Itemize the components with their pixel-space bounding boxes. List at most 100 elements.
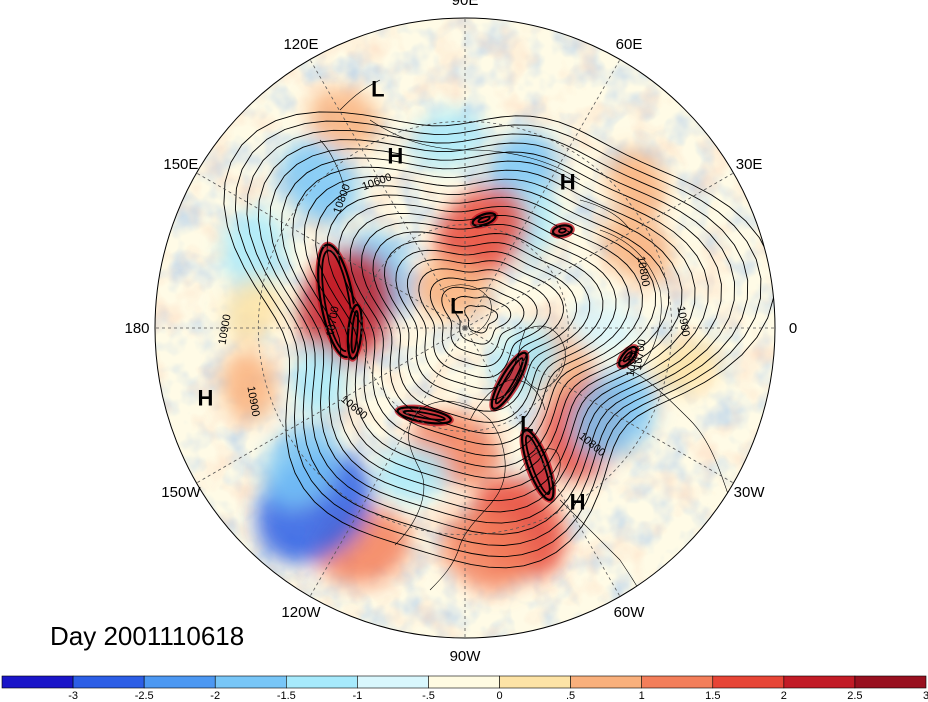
height-contour xyxy=(257,139,735,535)
scandinavia-coast xyxy=(579,199,631,231)
greenland-coast-south xyxy=(519,448,561,496)
anomaly-blob xyxy=(435,187,528,279)
map-boundary xyxy=(154,17,776,639)
height-contour xyxy=(452,296,512,345)
contour-value-label: 10900 xyxy=(624,345,641,377)
high-pressure-label: H xyxy=(387,144,403,169)
contour-value-label: 10900 xyxy=(244,385,261,417)
low-pressure-label: L xyxy=(520,411,533,436)
height-contour xyxy=(338,203,643,457)
africa-coast xyxy=(629,369,731,501)
colorbar-label: 2.5 xyxy=(847,690,862,702)
height-contour xyxy=(326,194,656,468)
meridian-line xyxy=(464,172,734,329)
longitude-labels: 90E 60E 30E 0 30W 60W 90W 120W 150W 180 150E 120E xyxy=(124,0,797,665)
high-pressure-label: H xyxy=(560,169,576,194)
contour-value-label: 10700 xyxy=(324,305,341,337)
jet-feature xyxy=(550,222,575,239)
longitude-label: 90W xyxy=(450,648,482,665)
colorbar-swatch xyxy=(712,675,785,689)
low-pressure-label: L xyxy=(450,293,463,318)
meridian-line xyxy=(309,59,466,329)
height-contour xyxy=(361,222,617,435)
height-contours xyxy=(223,111,775,569)
height-contour xyxy=(234,120,762,558)
anomaly-blob xyxy=(220,350,277,422)
colorbar-swatch xyxy=(143,675,216,689)
height-contour xyxy=(372,231,604,423)
jet-feature xyxy=(489,349,530,412)
height-contour xyxy=(349,212,630,446)
meridian-line xyxy=(196,327,466,484)
colorbar-swatch xyxy=(570,675,642,689)
colorbar-swatch xyxy=(286,675,358,689)
colorbar-label: 1.5 xyxy=(705,690,720,702)
hudson-bay-coast xyxy=(469,379,546,421)
colorbar-swatch xyxy=(854,675,927,689)
contour-value-label: 10900 xyxy=(216,313,233,345)
meridian-line xyxy=(196,172,466,329)
colorbar-label: -.5 xyxy=(422,690,435,702)
height-contour xyxy=(303,176,683,490)
longitude-label: 120E xyxy=(283,36,318,53)
longitude-label: 90E xyxy=(452,0,479,9)
meridian-line xyxy=(464,327,734,484)
low-pressure-label: L xyxy=(371,77,384,102)
pressure-center-labels: L H H L H L H xyxy=(198,77,586,515)
meridian-line xyxy=(464,327,621,597)
colorbar-swatch xyxy=(783,675,856,689)
height-contour xyxy=(395,249,577,401)
anomaly-blob xyxy=(568,301,638,355)
contour-value-label: 10900 xyxy=(674,305,691,337)
arctic-island-coast xyxy=(439,284,492,336)
colorbar: -3 -2.5 -2 -1.5 -1 -.5 0 .5 1 1.5 2 2.5 3 xyxy=(1,675,928,702)
meridian-line xyxy=(309,327,466,597)
height-contour xyxy=(418,268,551,379)
contour-value-label: 10700 xyxy=(631,338,648,370)
longitude-label: 150W xyxy=(161,484,201,501)
longitude-label: 30W xyxy=(734,484,766,501)
longitude-label: 120W xyxy=(281,604,321,621)
high-pressure-label: H xyxy=(198,386,214,411)
anomaly-blob xyxy=(376,445,448,502)
colorbar-label: 3 xyxy=(923,690,928,702)
longitude-label: 150E xyxy=(163,156,198,173)
colorbar-swatch xyxy=(499,675,571,689)
colorbar-label: 0 xyxy=(496,690,502,702)
meridian-line xyxy=(464,59,621,329)
height-contour xyxy=(464,305,499,334)
colorbar-label: 2 xyxy=(781,690,787,702)
height-contour xyxy=(292,166,696,502)
height-contour xyxy=(441,286,525,356)
height-contour xyxy=(315,185,670,479)
day-label: Day 2001110618 xyxy=(50,621,244,651)
colorbar-label: -2.5 xyxy=(135,690,154,702)
height-contour xyxy=(429,277,538,367)
longitude-label: 60W xyxy=(614,604,646,621)
height-contour xyxy=(246,129,749,546)
colorbar-label: -3 xyxy=(68,690,78,702)
colorbar-label: -1.5 xyxy=(277,690,296,702)
siberia-coast xyxy=(369,119,581,181)
colorbar-label: 1 xyxy=(639,690,645,702)
anomaly-blob xyxy=(601,213,672,283)
contour-value-label: 10800 xyxy=(634,255,651,287)
height-contour xyxy=(223,111,775,569)
greenland-coast xyxy=(518,325,566,391)
colorbar-swatch xyxy=(428,675,500,689)
asia-east-coast xyxy=(339,79,381,111)
anomaly-blob xyxy=(291,345,347,417)
colorbar-swatch xyxy=(641,675,714,689)
colorbar-label: -1 xyxy=(353,690,363,702)
height-contour xyxy=(406,259,564,390)
longitude-label: 180 xyxy=(124,320,149,337)
anomaly-blob xyxy=(224,276,281,343)
high-pressure-label: H xyxy=(570,489,586,514)
height-contour xyxy=(384,240,591,412)
height-contour xyxy=(280,157,709,513)
colorbar-swatch xyxy=(1,675,74,689)
anomaly-blob xyxy=(441,511,528,591)
longitude-label: 0 xyxy=(789,320,797,337)
anomaly-blob xyxy=(263,422,340,508)
